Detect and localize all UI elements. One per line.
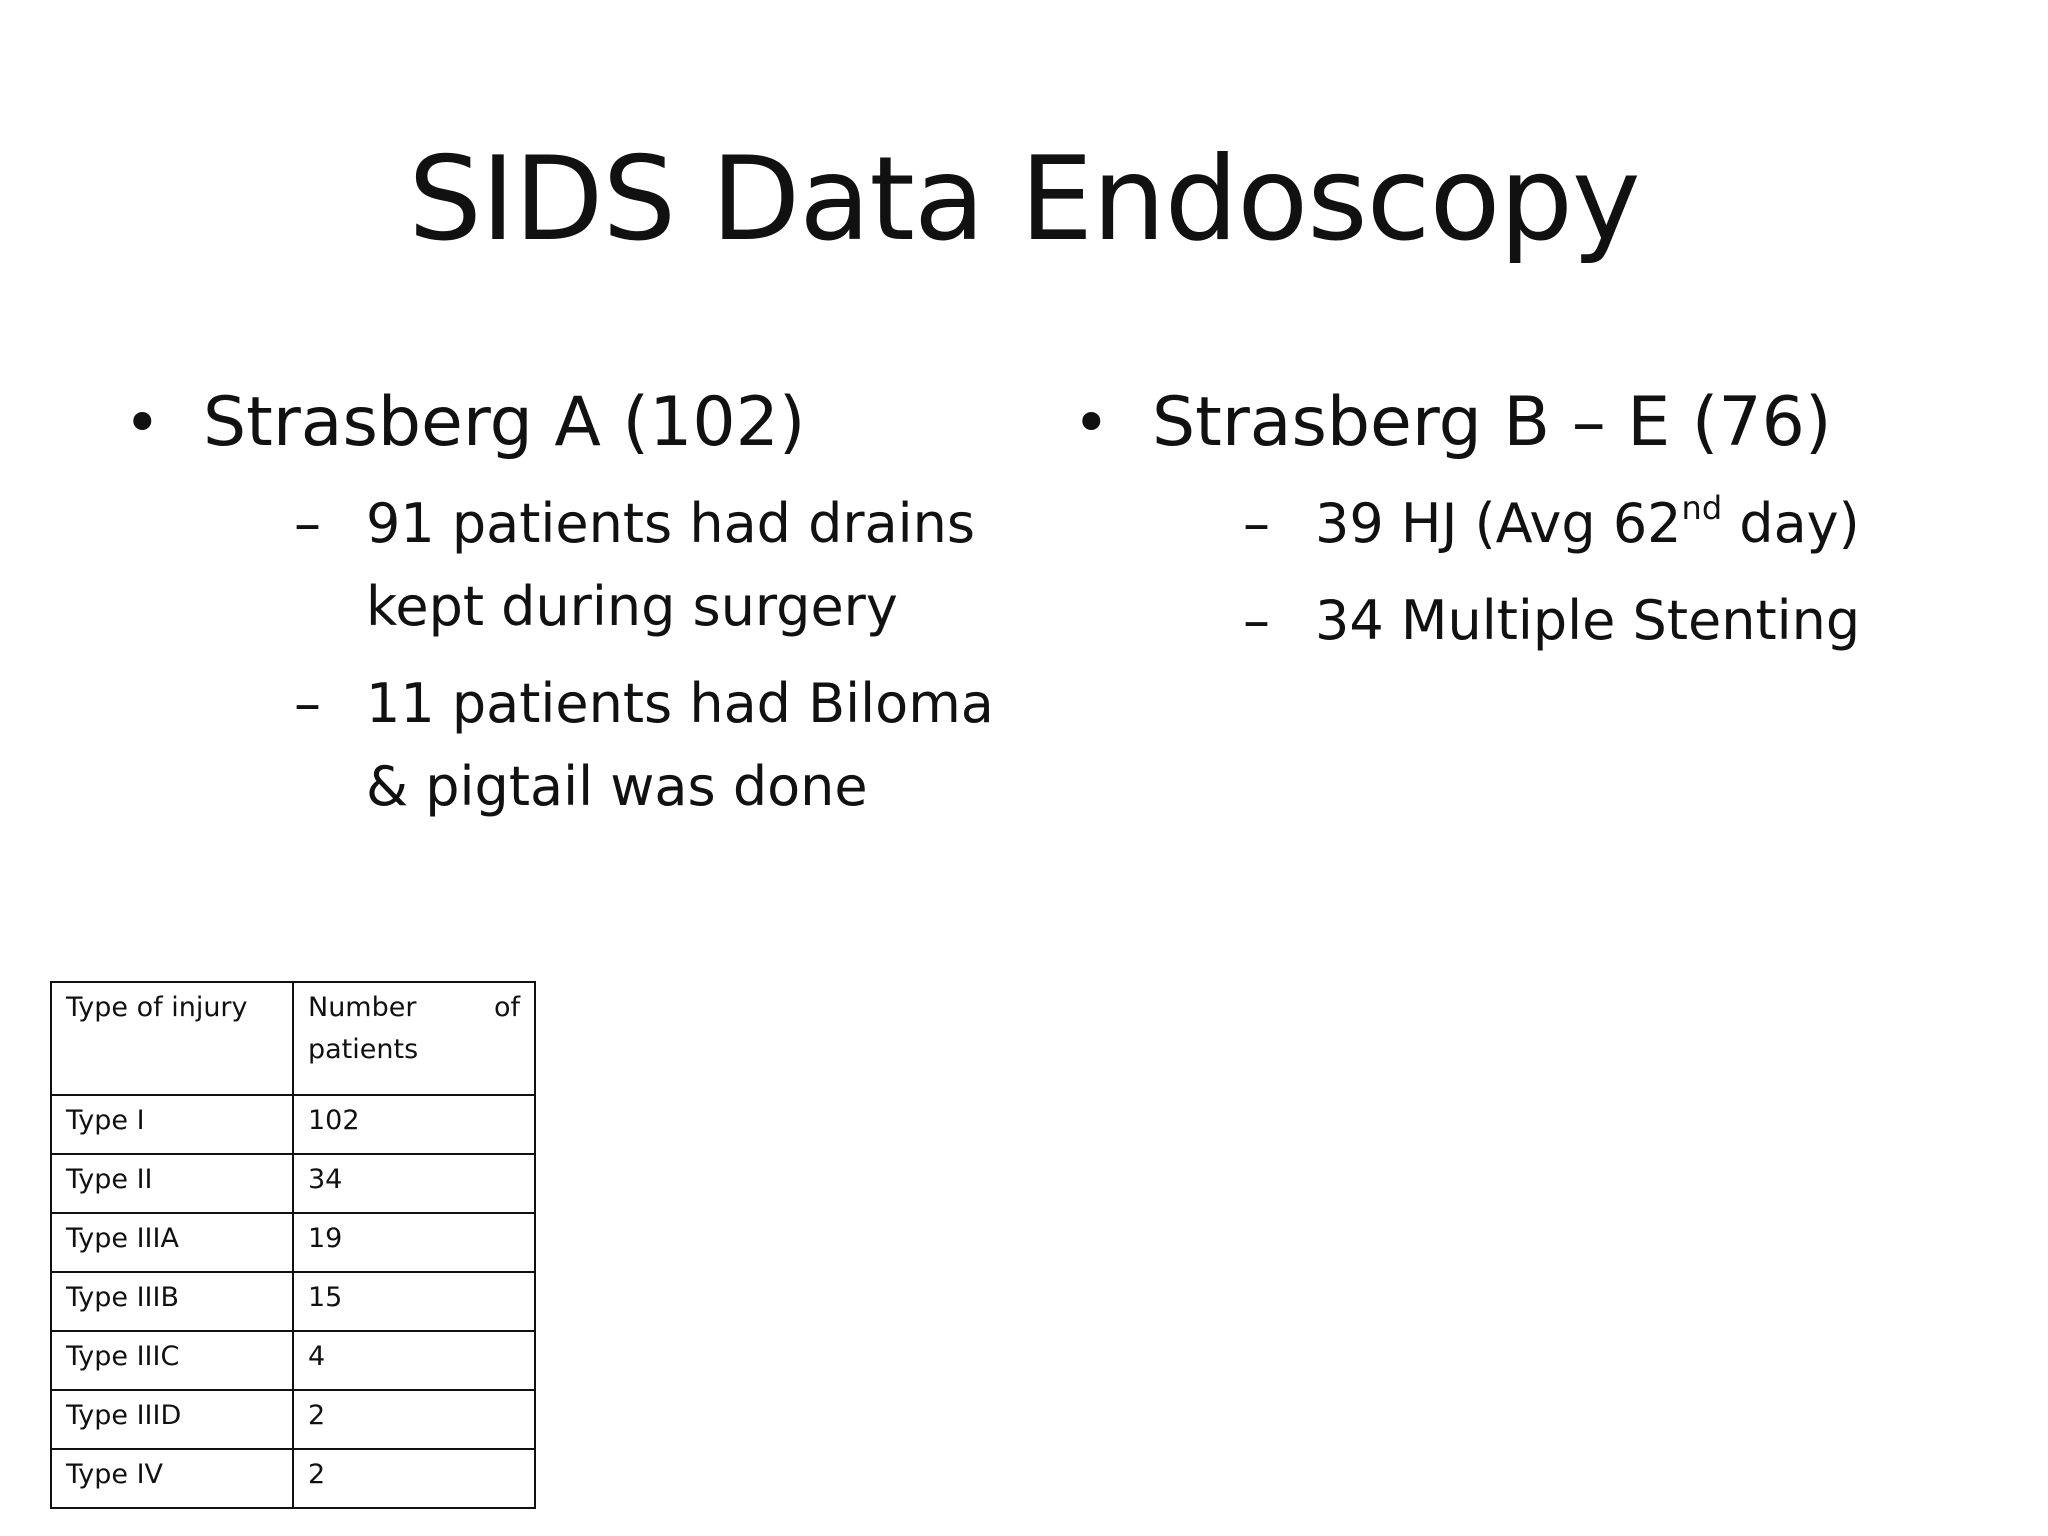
slide-title: SIDS Data Endoscopy [408,132,1640,267]
cell-count: 2 [292,1448,536,1509]
cell-count: 4 [292,1330,536,1391]
bullet-strasberg-a: • Strasberg A (102) [118,378,998,468]
header-cell-number: Number of patients [292,981,536,1096]
cell-count: 102 [292,1094,536,1155]
cell-count: 19 [292,1212,536,1273]
dash-icon: – [294,492,321,555]
bullet-text: Strasberg A (102) [203,383,806,462]
table-row: Type IIID 2 [50,1389,536,1450]
ordinal-suffix: nd [1681,489,1723,527]
cell-type: Type II [50,1153,294,1214]
sub-item-text: 34 Multiple Stenting [1315,589,1861,652]
cell-type: Type IIID [50,1389,294,1450]
sub-item-text-start: 39 HJ (Avg 62 [1315,492,1682,555]
bullet-strasberg-b-e: • Strasberg B – E (76) [1067,378,1967,468]
sub-item-text-end: day) [1722,492,1860,555]
cell-type: Type IV [50,1448,294,1509]
cell-type: Type IIIB [50,1271,294,1332]
table-row: Type I 102 [50,1094,536,1155]
table-row: Type IIIA 19 [50,1212,536,1273]
sub-item-drains: – 91 patients had drains kept during sur… [294,482,1006,648]
table-row: Type II 34 [50,1153,536,1214]
sub-item-text: 91 patients had drains kept during surge… [366,492,976,638]
dash-icon: – [1243,492,1270,555]
left-column: • Strasberg A (102) – 91 patients had dr… [118,378,998,828]
cell-count: 2 [292,1389,536,1450]
cell-type: Type IIIA [50,1212,294,1273]
sub-item-text: 11 patients had Biloma & pigtail was don… [366,672,994,818]
bullet-text: Strasberg B – E (76) [1152,383,1832,462]
header-number-line1: Number of [308,992,520,1023]
table-header-row: Type of injury Number of patients [50,981,536,1096]
dash-icon: – [1243,589,1270,652]
dash-icon: – [294,672,321,735]
injury-table: Type of injury Number of patients Type I… [50,981,536,1509]
cell-count: 15 [292,1271,536,1332]
bullet-dot-icon: • [124,386,161,459]
sub-item-biloma: – 11 patients had Biloma & pigtail was d… [294,662,1006,828]
cell-type: Type I [50,1094,294,1155]
table-row: Type IIIC 4 [50,1330,536,1391]
cell-count: 34 [292,1153,536,1214]
table-row: Type IIIB 15 [50,1271,536,1332]
header-number-line2: patients [308,1034,419,1065]
sub-item-stenting: – 34 Multiple Stenting [1243,579,1967,662]
sub-item-hj: – 39 HJ (Avg 62nd day) [1243,482,1967,565]
cell-type: Type IIIC [50,1330,294,1391]
header-cell-type: Type of injury [50,981,294,1096]
bullet-dot-icon: • [1073,386,1110,459]
right-column: • Strasberg B – E (76) – 39 HJ (Avg 62nd… [1067,378,1967,662]
table-row: Type IV 2 [50,1448,536,1509]
